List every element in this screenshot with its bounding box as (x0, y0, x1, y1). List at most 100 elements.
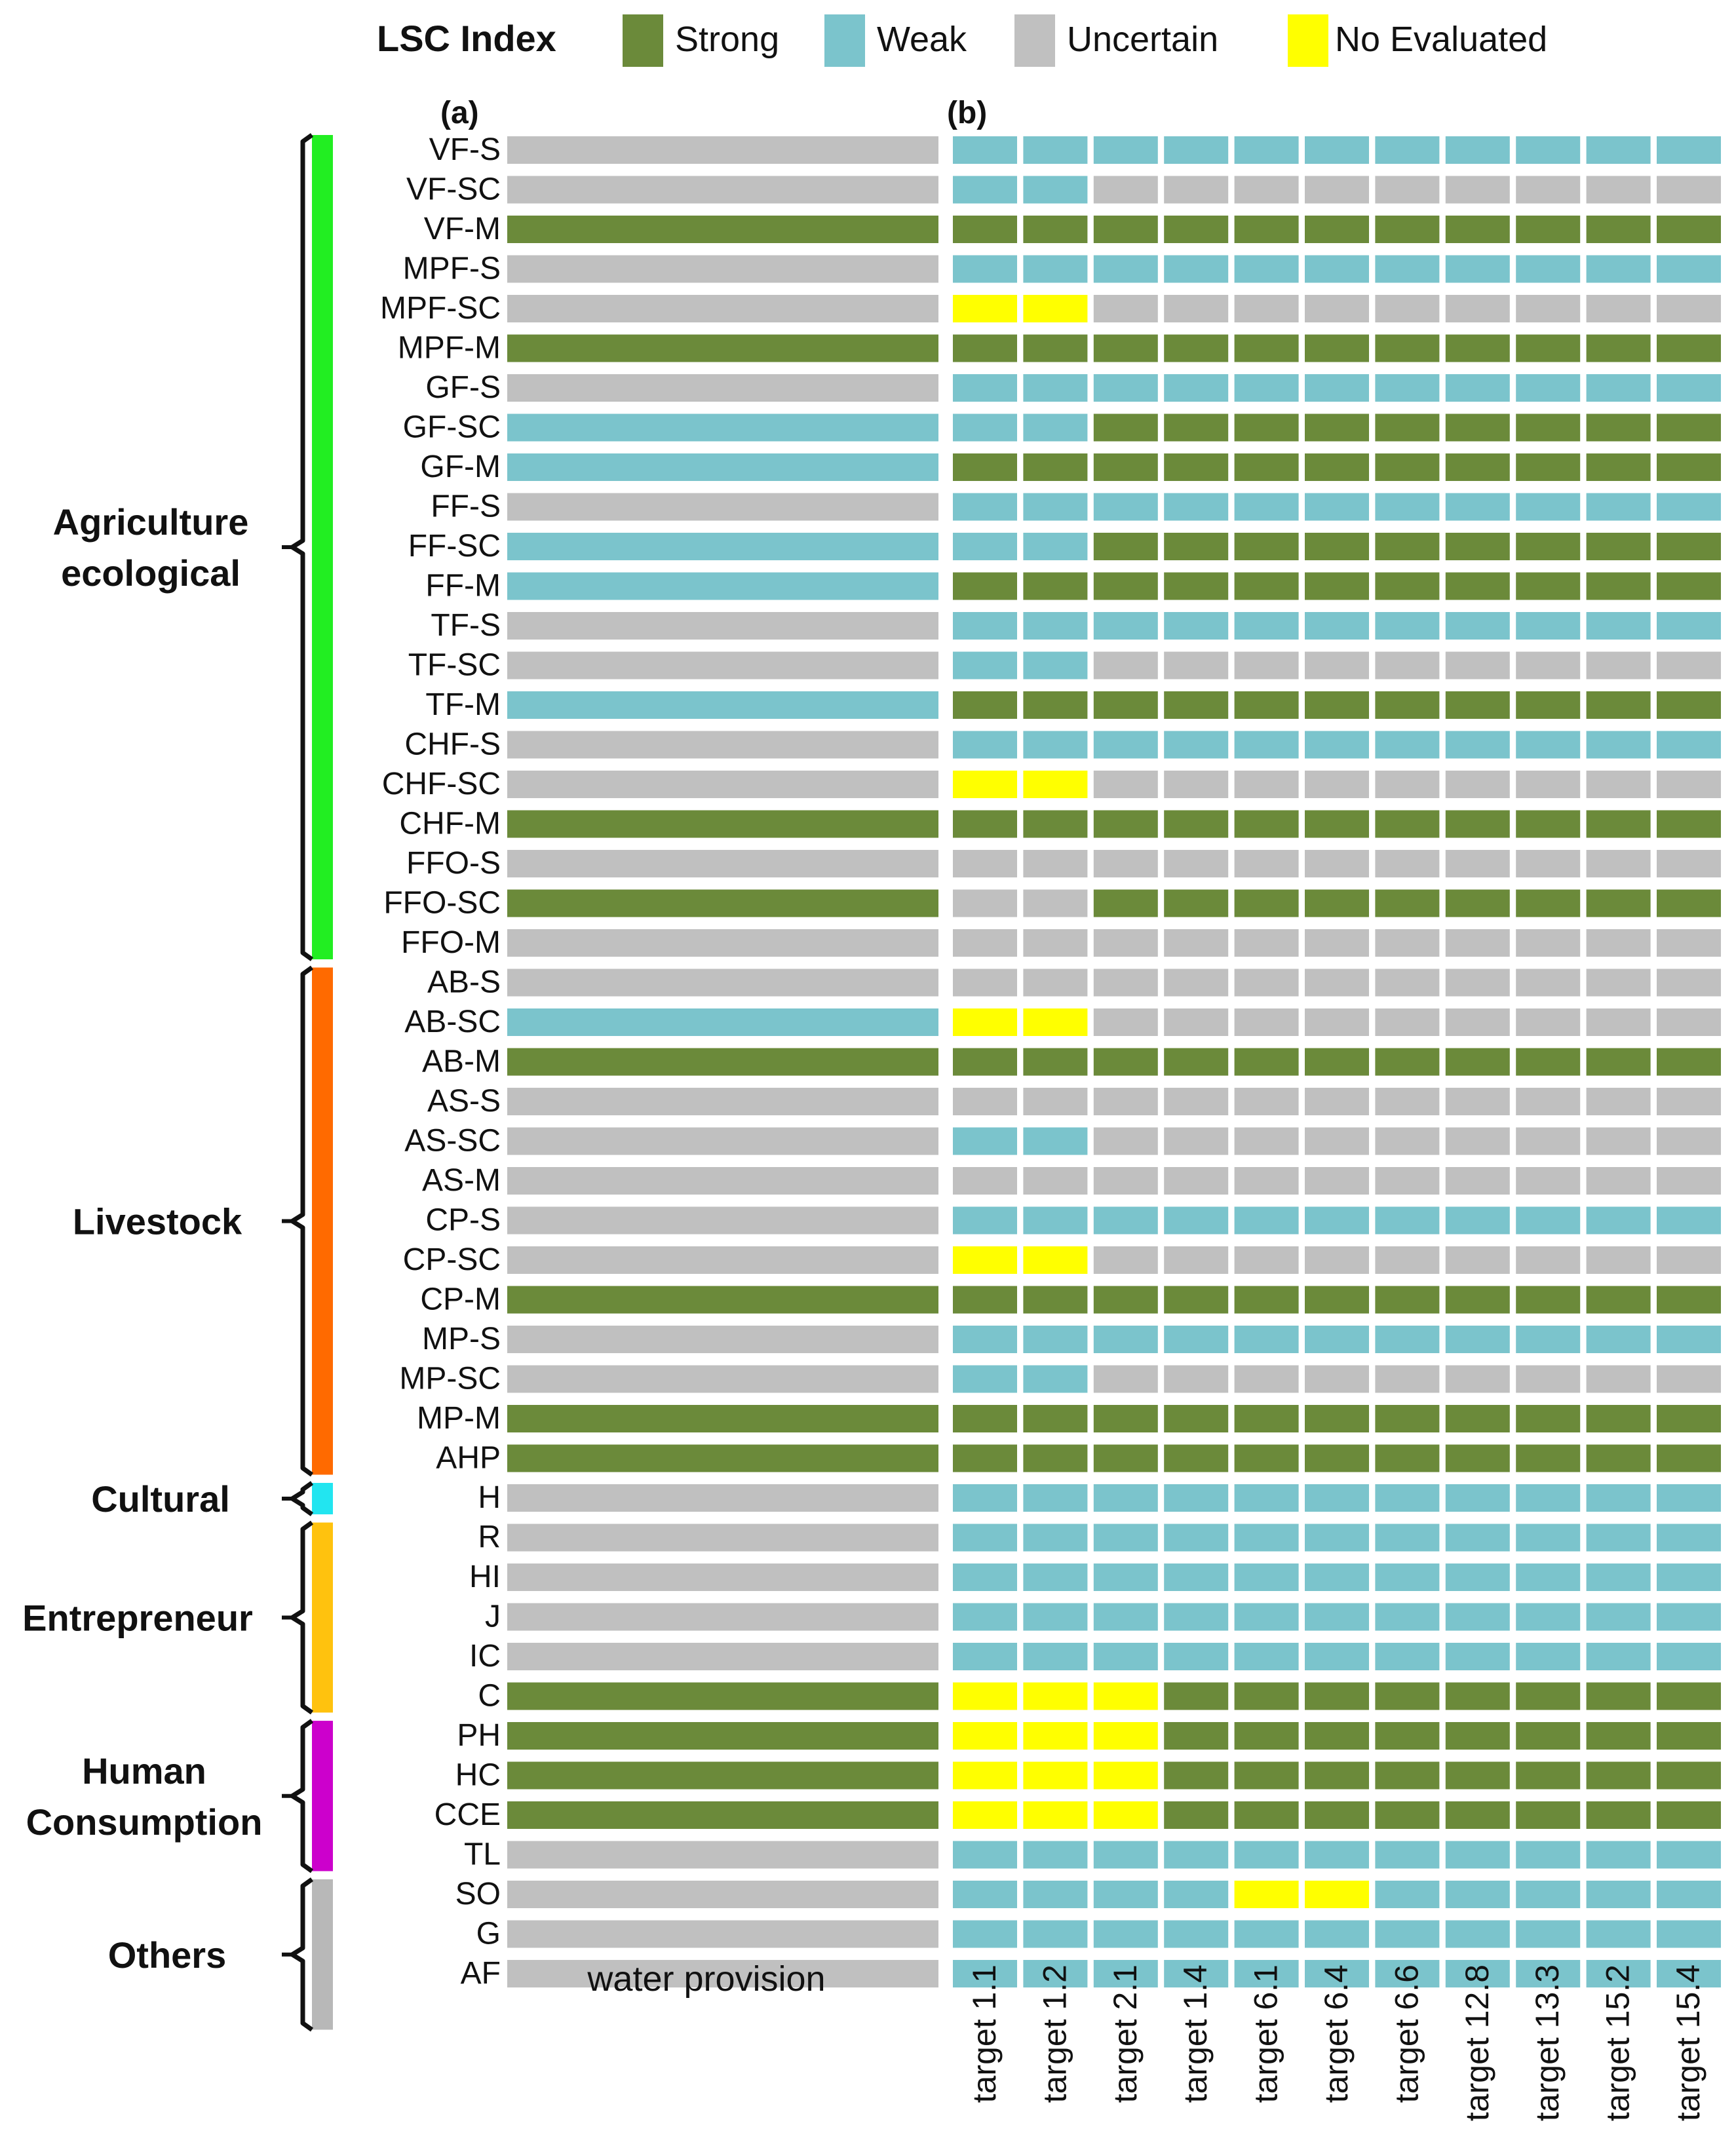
cell-b-ff-s-6 (1375, 493, 1440, 521)
cell-b-gf-s-6 (1375, 374, 1440, 402)
cell-b-af-7 (1445, 1960, 1510, 1987)
cell-b-g-0 (953, 1920, 1017, 1948)
cell-b-as-m-0 (953, 1167, 1017, 1195)
cell-b-tf-s-4 (1234, 612, 1299, 640)
cell-b-ab-s-1 (1023, 969, 1088, 997)
cell-b-gf-sc-0 (953, 413, 1017, 442)
cell-b-j-5 (1305, 1603, 1369, 1631)
row-label: MPF-S (403, 252, 501, 286)
cell-a-mpf-m (507, 334, 938, 362)
cell-b-vf-s-8 (1516, 136, 1581, 164)
cell-b-h-1 (1023, 1484, 1088, 1512)
cell-b-tl-7 (1445, 1841, 1510, 1869)
group-bracket-entrepreneur (290, 1520, 314, 1715)
cell-b-ff-sc-0 (953, 533, 1017, 560)
cell-b-mpf-sc-4 (1234, 295, 1299, 322)
cell-b-as-sc-0 (953, 1127, 1017, 1155)
cell-b-vf-m-0 (953, 216, 1017, 243)
cell-b-tf-s-5 (1305, 612, 1369, 640)
cell-b-hc-6 (1375, 1761, 1440, 1790)
cell-b-ab-m-10 (1657, 1048, 1721, 1076)
cell-b-tf-s-10 (1657, 612, 1721, 640)
cell-b-chf-s-6 (1375, 731, 1440, 759)
cell-b-ahp-6 (1375, 1444, 1440, 1472)
cell-b-ab-s-7 (1445, 969, 1510, 997)
cell-b-mpf-m-7 (1445, 334, 1510, 362)
cell-b-ff-sc-5 (1305, 533, 1369, 560)
group-bracket-others (290, 1877, 314, 2032)
row-label: CHF-SC (382, 767, 501, 801)
cell-a-gf-sc (507, 413, 938, 442)
cell-b-so-10 (1657, 1881, 1721, 1908)
cell-a-mp-sc (507, 1365, 938, 1393)
cell-b-as-s-5 (1305, 1088, 1369, 1115)
cell-b-gf-sc-9 (1586, 413, 1651, 442)
cell-b-cp-s-0 (953, 1206, 1017, 1235)
cell-b-ab-s-8 (1516, 969, 1581, 997)
cell-b-mpf-m-5 (1305, 334, 1369, 362)
cell-b-gf-m-4 (1234, 453, 1299, 481)
cell-b-ic-1 (1023, 1643, 1088, 1670)
cell-b-as-s-10 (1657, 1088, 1721, 1115)
cell-b-vf-s-9 (1586, 136, 1651, 164)
cell-b-ab-sc-9 (1586, 1008, 1651, 1036)
cell-a-ab-s (507, 969, 938, 997)
cell-b-j-9 (1586, 1603, 1651, 1631)
cell-b-gf-m-6 (1375, 453, 1440, 481)
cell-b-cp-sc-10 (1657, 1246, 1721, 1274)
cell-b-hi-3 (1164, 1563, 1229, 1591)
cell-b-cce-10 (1657, 1801, 1721, 1829)
cell-b-tf-m-10 (1657, 691, 1721, 719)
cell-b-gf-s-9 (1586, 374, 1651, 402)
cell-a-h (507, 1484, 938, 1512)
cell-b-ffo-m-6 (1375, 929, 1440, 957)
group-label-entrepreneur: Entrepreneur (22, 1598, 253, 1639)
cell-b-ab-sc-10 (1657, 1008, 1721, 1036)
cell-b-gf-s-0 (953, 374, 1017, 402)
cell-b-gf-m-10 (1657, 453, 1721, 481)
cell-b-gf-s-10 (1657, 374, 1721, 402)
cell-b-as-sc-7 (1445, 1127, 1510, 1155)
cell-b-ab-m-1 (1023, 1048, 1088, 1076)
cell-b-gf-sc-2 (1093, 413, 1158, 442)
cell-b-hc-9 (1586, 1761, 1651, 1790)
row-label: CP-SC (403, 1242, 501, 1277)
cell-b-tf-s-2 (1093, 612, 1158, 640)
row-label: CCE (434, 1797, 501, 1832)
cell-b-tf-s-7 (1445, 612, 1510, 640)
cell-b-vf-sc-7 (1445, 176, 1510, 204)
row-label: AB-M (422, 1045, 501, 1079)
cell-b-as-sc-6 (1375, 1127, 1440, 1155)
cell-b-mpf-m-9 (1586, 334, 1651, 362)
cell-b-cp-sc-8 (1516, 1246, 1581, 1274)
cell-b-vf-s-5 (1305, 136, 1369, 164)
cell-b-tf-m-7 (1445, 691, 1510, 719)
row-label: TL (464, 1837, 501, 1872)
cell-b-g-1 (1023, 1920, 1088, 1948)
cell-b-cp-sc-5 (1305, 1246, 1369, 1274)
cell-b-ffo-sc-3 (1164, 889, 1229, 917)
cell-b-ff-sc-8 (1516, 533, 1581, 560)
cell-b-ab-sc-6 (1375, 1008, 1440, 1036)
cell-b-mpf-s-6 (1375, 255, 1440, 283)
cell-b-tf-sc-8 (1516, 651, 1581, 680)
cell-b-tl-8 (1516, 1841, 1581, 1869)
cell-a-tf-m (507, 691, 938, 719)
cell-b-cce-2 (1093, 1801, 1158, 1829)
cell-b-ffo-m-5 (1305, 929, 1369, 957)
column-label: target 6.6 (1388, 1965, 1425, 2103)
cell-b-chf-sc-8 (1516, 771, 1581, 798)
cell-b-j-0 (953, 1603, 1017, 1631)
cell-b-gf-sc-7 (1445, 413, 1510, 442)
cell-b-mp-s-6 (1375, 1326, 1440, 1353)
cell-b-c-4 (1234, 1682, 1299, 1710)
cell-b-tf-m-4 (1234, 691, 1299, 719)
cell-b-ffo-sc-4 (1234, 889, 1299, 917)
cell-a-ff-s (507, 493, 938, 521)
cell-b-ab-sc-4 (1234, 1008, 1299, 1036)
cell-b-ahp-4 (1234, 1444, 1299, 1472)
cell-b-as-sc-4 (1234, 1127, 1299, 1155)
cell-a-ffo-m (507, 929, 938, 957)
cell-b-hc-2 (1093, 1761, 1158, 1790)
row-label: AS-S (427, 1084, 501, 1119)
